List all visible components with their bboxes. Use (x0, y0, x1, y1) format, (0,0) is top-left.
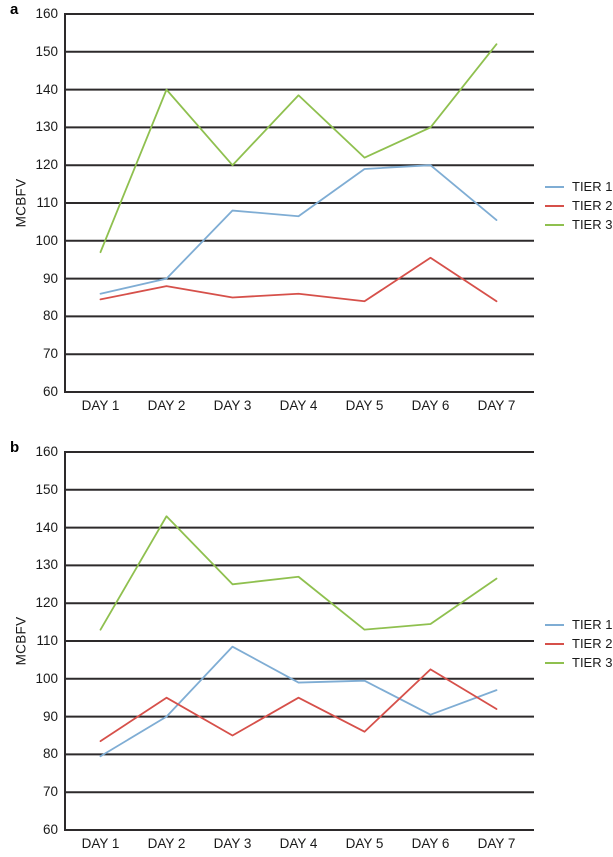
legend: TIER 1 TIER 2 TIER 3 (545, 177, 612, 234)
x-axis-ticks: DAY 1 DAY 2 DAY 3 DAY 4 DAY 5 DAY 6 DAY 7 (64, 398, 534, 416)
x-axis-ticks: DAY 1 DAY 2 DAY 3 DAY 4 DAY 5 DAY 6 DAY 7 (64, 836, 534, 854)
legend: TIER 1 TIER 2 TIER 3 (545, 615, 612, 672)
y-axis-ticks: 160 150 140 130 120 110 100 90 80 70 60 (0, 0, 58, 400)
y-tick-label: 100 (35, 670, 58, 686)
y-tick-label: 90 (42, 708, 58, 724)
y-tick-label: 140 (35, 519, 58, 535)
y-axis-ticks: 160 150 140 130 120 110 100 90 80 70 60 (0, 438, 58, 838)
legend-line-swatch (545, 223, 564, 226)
y-tick-label: 60 (42, 384, 58, 399)
chart-panel-b: b MCBFV 160 150 140 130 120 110 100 90 80 70 60 DA… (0, 438, 613, 857)
panel-label: b (10, 439, 20, 456)
legend-item: TIER 3 (545, 215, 612, 234)
y-tick-label: 110 (36, 633, 58, 648)
legend-item: TIER 1 (545, 177, 612, 196)
x-tick-label: DAY 6 (411, 398, 450, 413)
x-tick-label: DAY 7 (477, 398, 516, 413)
series-line-tier-2 (99, 256, 498, 303)
y-tick-label: 90 (42, 270, 58, 286)
y-tick-label: 150 (35, 481, 58, 497)
y-tick-label: 160 (35, 6, 58, 21)
series-line-tier-3 (99, 43, 498, 254)
x-tick-label: DAY 1 (81, 836, 120, 851)
x-tick-label: DAY 2 (147, 836, 186, 851)
legend-line-swatch (545, 661, 564, 664)
legend-line-swatch (545, 204, 564, 207)
series-line-tier-2 (99, 668, 498, 743)
legend-label: TIER 3 (572, 655, 613, 670)
y-tick-label: 160 (35, 444, 58, 459)
x-tick-label: DAY 5 (345, 836, 384, 851)
legend-line-swatch (545, 185, 564, 188)
y-tick-label: 130 (35, 119, 58, 135)
x-tick-label: DAY 6 (411, 836, 450, 851)
x-tick-label: DAY 1 (81, 398, 120, 413)
y-tick-label: 100 (35, 232, 58, 248)
y-tick-label: 110 (36, 195, 58, 210)
series-line-tier-1 (99, 645, 498, 758)
series-line-tier-3 (99, 515, 498, 631)
x-tick-label: DAY 4 (279, 398, 318, 413)
plot-area (64, 451, 534, 831)
y-tick-label: 80 (42, 308, 58, 324)
x-tick-label: DAY 3 (213, 398, 252, 413)
chart-panel-a: a MCBFV 160 150 140 130 120 110 100 90 80 70 60 DA… (0, 0, 613, 419)
plot-area (64, 13, 534, 393)
x-tick-label: DAY 3 (213, 836, 252, 851)
y-tick-label: 60 (42, 822, 58, 837)
legend-item: TIER 2 (545, 196, 612, 215)
y-tick-label: 70 (42, 346, 58, 362)
x-tick-label: DAY 5 (345, 398, 384, 413)
x-tick-label: DAY 7 (477, 836, 516, 851)
y-tick-label: 140 (35, 81, 58, 97)
legend-label: TIER 1 (572, 617, 613, 632)
legend-item: TIER 2 (545, 634, 612, 653)
legend-label: TIER 3 (572, 217, 613, 232)
y-tick-label: 80 (42, 746, 58, 762)
legend-item: TIER 1 (545, 615, 612, 634)
y-tick-label: 120 (35, 157, 58, 173)
x-tick-label: DAY 2 (147, 398, 186, 413)
y-tick-label: 130 (35, 557, 58, 573)
y-tick-label: 70 (42, 784, 58, 800)
legend-item: TIER 3 (545, 653, 612, 672)
panel-label: a (10, 1, 19, 18)
legend-line-swatch (545, 642, 564, 645)
legend-line-swatch (545, 623, 564, 626)
legend-label: TIER 1 (572, 179, 613, 194)
y-tick-label: 120 (35, 595, 58, 611)
y-tick-label: 150 (35, 43, 58, 59)
legend-label: TIER 2 (572, 198, 613, 213)
legend-label: TIER 2 (572, 636, 613, 651)
x-tick-label: DAY 4 (279, 836, 318, 851)
series-line-tier-1 (99, 164, 498, 295)
